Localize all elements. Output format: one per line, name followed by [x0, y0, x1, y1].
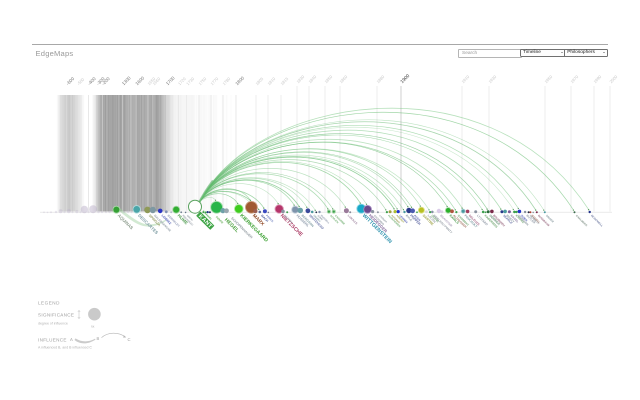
svg-text:SINGER: SINGER	[545, 214, 554, 223]
svg-text:1800: 1800	[234, 75, 245, 86]
svg-text:1900: 1900	[399, 73, 411, 85]
svg-text:1770: 1770	[209, 76, 219, 86]
svg-text:DEWEY: DEWEY	[312, 214, 321, 223]
svg-text:lot: lot	[91, 325, 94, 329]
svg-text:BADIOU: BADIOU	[531, 214, 540, 223]
svg-text:LUKACS: LUKACS	[347, 214, 359, 226]
svg-text:1930: 1930	[487, 74, 497, 84]
svg-text:SIGNIFICANCE: SIGNIFICANCE	[38, 313, 74, 318]
svg-text:BUTLER: BUTLER	[525, 214, 536, 225]
svg-text:1650: 1650	[146, 76, 156, 86]
svg-text:CHALMERS: CHALMERS	[575, 214, 588, 227]
svg-text:JUNG: JUNG	[317, 214, 324, 221]
svg-text:1805: 1805	[254, 76, 264, 86]
svg-text:1780: 1780	[221, 76, 231, 86]
svg-text:IMMANUEL: IMMANUEL	[202, 210, 213, 221]
svg-text:2000: 2000	[608, 74, 618, 84]
svg-text:DILTHEY: DILTHEY	[283, 214, 293, 224]
svg-text:-300: -300	[96, 76, 106, 86]
svg-text:-200: -200	[101, 76, 111, 86]
svg-text:DENNETT: DENNETT	[529, 214, 540, 225]
svg-text:A influenced B, and B influenc: A influenced B, and B influenced C	[38, 346, 92, 350]
svg-text:C: C	[128, 337, 131, 342]
svg-text:1860: 1860	[338, 74, 348, 84]
svg-text:LACAN: LACAN	[427, 214, 437, 224]
svg-text:ARENDT: ARENDT	[395, 214, 405, 224]
svg-text:RAWLS: RAWLS	[448, 214, 460, 226]
svg-text:1990: 1990	[592, 74, 602, 84]
svg-text:1880: 1880	[375, 74, 385, 84]
svg-text:CARNAP: CARNAP	[378, 214, 388, 224]
svg-text:1300: 1300	[121, 75, 132, 86]
svg-text:RYLE: RYLE	[405, 214, 413, 222]
svg-text:1815: 1815	[279, 76, 289, 86]
svg-text:1700: 1700	[165, 75, 176, 86]
svg-text:1970: 1970	[569, 74, 579, 84]
svg-text:1600: 1600	[134, 75, 145, 86]
svg-text:1810: 1810	[266, 76, 276, 86]
svg-text:1950: 1950	[543, 74, 553, 84]
svg-text:SMITH: SMITH	[186, 214, 194, 222]
svg-text:1750: 1750	[197, 76, 207, 86]
svg-text:AYER: AYER	[413, 214, 422, 223]
svg-text:1730: 1730	[185, 76, 195, 86]
svg-text:ADORNO: ADORNO	[390, 214, 400, 224]
svg-text:CASSIRER: CASSIRER	[334, 214, 345, 225]
svg-text:QUINE: QUINE	[430, 214, 440, 224]
svg-text:1910: 1910	[460, 74, 470, 84]
svg-text:PEIRCE: PEIRCE	[265, 214, 274, 223]
svg-text:1660: 1660	[151, 76, 161, 86]
svg-text:RORTY: RORTY	[505, 214, 515, 224]
svg-text:LEVINAS: LEVINAS	[398, 214, 408, 224]
svg-text:SCHLICK: SCHLICK	[329, 214, 339, 224]
svg-text:KANT: KANT	[197, 214, 213, 230]
svg-text:SEARLE: SEARLE	[502, 214, 513, 225]
svg-text:INFLUENCE: INFLUENCE	[38, 338, 67, 343]
svg-text:GADAMER: GADAMER	[373, 214, 385, 226]
svg-text:KRIPKE: KRIPKE	[515, 214, 526, 225]
svg-text:MCDOWELL: MCDOWELL	[590, 214, 604, 228]
svg-text:FICHTE: FICHTE	[215, 216, 224, 225]
svg-text:1830: 1830	[295, 74, 305, 84]
svg-text:B: B	[97, 336, 100, 341]
svg-text:-400: -400	[87, 76, 97, 86]
svg-text:LEGEND: LEGEND	[38, 301, 60, 306]
svg-text:1840: 1840	[307, 74, 317, 84]
svg-text:A: A	[70, 337, 73, 342]
svg-text:-600: -600	[65, 76, 75, 86]
svg-text:NAGEL: NAGEL	[510, 214, 520, 224]
svg-text:RUSSELL: RUSSELL	[320, 214, 331, 225]
svg-text:-500: -500	[76, 76, 86, 86]
svg-text:1850: 1850	[323, 74, 333, 84]
svg-text:degree of influence: degree of influence	[38, 322, 68, 326]
svg-text:MACH: MACH	[260, 214, 269, 223]
svg-text:1720: 1720	[177, 76, 187, 86]
svg-text:ZIZEK: ZIZEK	[520, 214, 529, 223]
svg-text:LEIBNIZ: LEIBNIZ	[160, 214, 172, 226]
